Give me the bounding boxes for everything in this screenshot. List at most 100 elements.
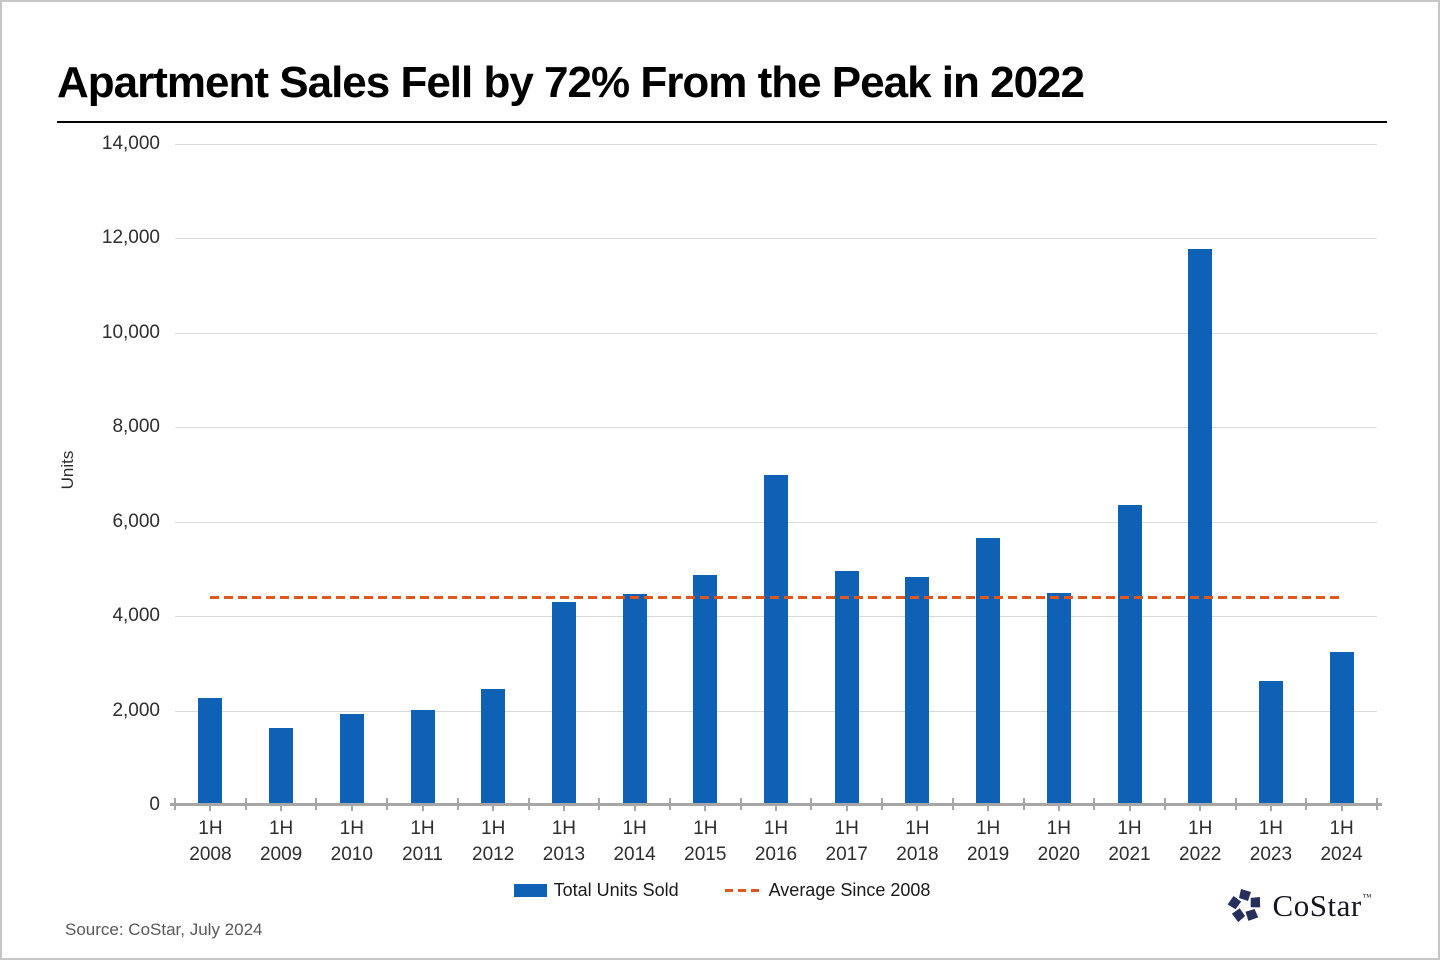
- costar-pinwheel-icon: [1227, 889, 1260, 923]
- x-axis-minor-tick: [1340, 805, 1343, 811]
- x-axis-minor-tick: [845, 805, 848, 811]
- title-divider: [57, 121, 1387, 123]
- x-axis-major-tick: [1305, 798, 1308, 810]
- x-axis-line: [170, 803, 1382, 806]
- x-axis-major-tick: [315, 798, 318, 810]
- y-tick-label-12000: 12,000: [101, 227, 160, 249]
- x-tick-label-1h-2008: 1H 2008: [189, 818, 232, 865]
- x-axis-major-tick: [810, 798, 813, 810]
- x-axis-minor-tick: [1128, 805, 1131, 811]
- y-tick-label-4000: 4,000: [112, 605, 160, 627]
- x-axis-major-tick: [951, 798, 954, 810]
- bar-1h-2010: [339, 713, 364, 805]
- x-axis-minor-tick: [987, 805, 990, 811]
- gridline-8000: [175, 427, 1377, 429]
- x-axis-major-tick: [174, 798, 176, 810]
- bar-1h-2022: [1188, 248, 1213, 805]
- x-axis-major-tick: [1163, 798, 1166, 810]
- bar-1h-2018: [905, 577, 930, 805]
- costar-logo: CoStar™: [1225, 886, 1372, 926]
- bar-1h-2011: [410, 709, 435, 805]
- x-axis-minor-tick: [492, 805, 495, 811]
- gridline-14000: [175, 144, 1377, 145]
- legend-bar-swatch-icon: [513, 884, 547, 897]
- x-tick-label-1h-2011: 1H 2011: [402, 818, 443, 865]
- x-tick-label-1h-2023: 1H 2023: [1249, 818, 1293, 865]
- x-tick-label-1h-2012: 1H 2012: [472, 818, 515, 865]
- y-tick-label-0: 0: [149, 794, 160, 815]
- chart-legend: Total Units Sold Average Since 2008: [2, 880, 1438, 901]
- x-axis-major-tick: [527, 798, 530, 810]
- bar-1h-2008: [198, 697, 223, 805]
- x-tick-label-1h-2015: 1H 2015: [684, 818, 727, 865]
- x-tick-label-1h-2010: 1H 2010: [330, 818, 373, 865]
- plot-area: 1H 2008 1H 2009 1H 2010 1H 2011 1H 2012 1H 2013 1H 20…: [170, 144, 1382, 865]
- average-since-2008-line: [210, 595, 1342, 599]
- x-axis-minor-tick: [775, 805, 777, 811]
- x-axis-minor-tick: [280, 805, 283, 811]
- legend-label: Total Units Sold: [553, 880, 679, 900]
- bar-1h-2019: [976, 537, 1001, 805]
- bar-1h-2012: [481, 688, 506, 805]
- legend-item-average-since-2008: Average Since 2008: [724, 880, 931, 901]
- x-tick-label-1h-2014: 1H 2014: [613, 818, 656, 865]
- x-tick-label-1h-2017: 1H 2017: [825, 818, 868, 865]
- x-axis-minor-tick: [421, 805, 424, 811]
- x-tick-label-1h-2019: 1H 2019: [966, 818, 1010, 865]
- y-tick-label-8000: 8,000: [112, 416, 160, 438]
- x-axis-minor-tick: [633, 805, 636, 811]
- x-tick-label-1h-2022: 1H 2022: [1179, 818, 1222, 865]
- x-tick-label-1h-2016: 1H 2016: [754, 818, 798, 865]
- trademark-symbol: ™: [1362, 892, 1372, 902]
- x-axis-major-tick: [668, 798, 671, 810]
- bar-1h-2020: [1046, 592, 1071, 805]
- bar-1h-2009: [269, 727, 294, 805]
- x-axis-minor-tick: [1199, 805, 1202, 811]
- x-axis-major-tick: [598, 798, 601, 810]
- gridline-12000: [175, 238, 1377, 240]
- bar-1h-2017: [834, 570, 859, 805]
- x-axis-major-tick: [1234, 798, 1237, 810]
- x-axis-major-tick: [739, 798, 742, 810]
- x-tick-label-1h-2020: 1H 2020: [1037, 818, 1080, 865]
- x-axis-minor-tick: [1269, 805, 1272, 811]
- x-axis-major-tick: [386, 798, 389, 810]
- x-axis-minor-tick: [704, 805, 707, 811]
- x-axis-minor-tick: [1057, 805, 1060, 811]
- x-tick-label-1h-2018: 1H 2018: [896, 818, 939, 865]
- bar-1h-2013: [551, 602, 576, 805]
- y-tick-label-14000: 14,000: [101, 133, 160, 154]
- costar-logo-text: CoStar™: [1272, 888, 1372, 923]
- chart-title: Apartment Sales Fell by 72% From the Pea…: [57, 58, 1085, 107]
- bar-1h-2015: [693, 575, 718, 805]
- bar-1h-2014: [622, 594, 647, 805]
- y-tick-label-6000: 6,000: [112, 510, 160, 532]
- x-tick-label-1h-2021: 1H 2021: [1108, 818, 1151, 865]
- source-note: Source: CoStar, July 2024: [65, 920, 263, 939]
- y-axis-title: Units: [58, 450, 77, 490]
- legend-dash-swatch-icon: [724, 889, 762, 892]
- x-axis-major-tick: [1022, 798, 1025, 810]
- legend-label: Average Since 2008: [768, 880, 931, 900]
- x-axis-minor-tick: [350, 805, 353, 811]
- x-axis-minor-tick: [562, 805, 565, 811]
- legend-item-total-units-sold: Total Units Sold: [513, 880, 679, 901]
- bar-1h-2021: [1117, 505, 1142, 805]
- x-axis-major-tick: [244, 798, 247, 810]
- x-tick-label-1h-2024: 1H 2024: [1320, 818, 1363, 865]
- bar-1h-2024: [1329, 651, 1354, 805]
- x-axis-minor-tick: [916, 805, 919, 811]
- x-tick-label-1h-2013: 1H 2013: [542, 818, 586, 865]
- x-tick-label-1h-2009: 1H 2009: [259, 818, 303, 865]
- y-tick-label-10000: 10,000: [101, 321, 160, 343]
- x-axis-major-tick: [456, 798, 459, 810]
- bar-1h-2016: [764, 474, 788, 805]
- x-axis-minor-tick: [209, 805, 212, 811]
- bar-1h-2023: [1258, 680, 1283, 805]
- x-axis-major-tick: [881, 798, 884, 810]
- x-axis-major-tick: [1376, 798, 1378, 810]
- y-tick-label-2000: 2,000: [112, 699, 160, 721]
- gridline-10000: [175, 332, 1377, 334]
- x-axis-major-tick: [1093, 798, 1096, 810]
